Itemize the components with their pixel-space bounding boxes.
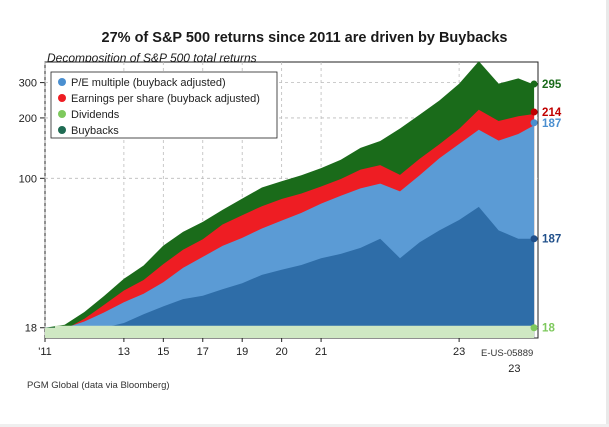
x-tick-label: 13	[118, 346, 130, 358]
chart-title: 27% of S&P 500 returns since 2011 are dr…	[101, 30, 508, 46]
end-label: 295	[542, 79, 562, 91]
bottom-frame	[0, 424, 609, 427]
end-label: 187	[542, 118, 561, 130]
y-tick-label: 18	[25, 323, 37, 335]
x-tick-label: 15	[157, 346, 169, 358]
x-tick-label: '11	[38, 346, 52, 358]
legend-label: Earnings per share (buyback adjusted)	[71, 93, 260, 105]
legend-marker	[58, 126, 66, 134]
x-tick-label: 23	[453, 346, 465, 358]
end-label: 214	[542, 107, 562, 119]
end-label: 18	[542, 323, 555, 335]
source-note: PGM Global (data via Bloomberg)	[27, 380, 170, 391]
legend-label: Dividends	[71, 109, 120, 121]
legend-marker	[58, 110, 66, 118]
chart-code: E-US-05889	[481, 348, 534, 359]
x-tick-label: 21	[315, 346, 327, 358]
y-tick-label: 100	[19, 173, 37, 185]
end-point	[530, 108, 538, 116]
y-tick-label: 200	[19, 113, 37, 125]
area-dividends	[45, 327, 535, 338]
legend-label: Buybacks	[71, 125, 119, 137]
x-tick-label: 20	[276, 346, 288, 358]
end-point	[530, 235, 538, 243]
legend-box	[50, 71, 278, 139]
legend-label: P/E multiple (buyback adjusted)	[71, 77, 226, 89]
x-tick-label: 23	[508, 363, 520, 375]
x-tick-label: 19	[236, 346, 248, 358]
end-point	[530, 324, 538, 332]
end-point	[530, 119, 538, 127]
y-tick-label: 300	[19, 78, 37, 90]
x-tick-label: 17	[197, 346, 209, 358]
end-point	[530, 80, 538, 88]
right-frame	[606, 0, 609, 427]
end-label: 187	[542, 234, 561, 246]
legend-marker	[58, 94, 66, 102]
area-p-e-multiple	[45, 206, 535, 338]
legend-marker	[58, 78, 66, 86]
